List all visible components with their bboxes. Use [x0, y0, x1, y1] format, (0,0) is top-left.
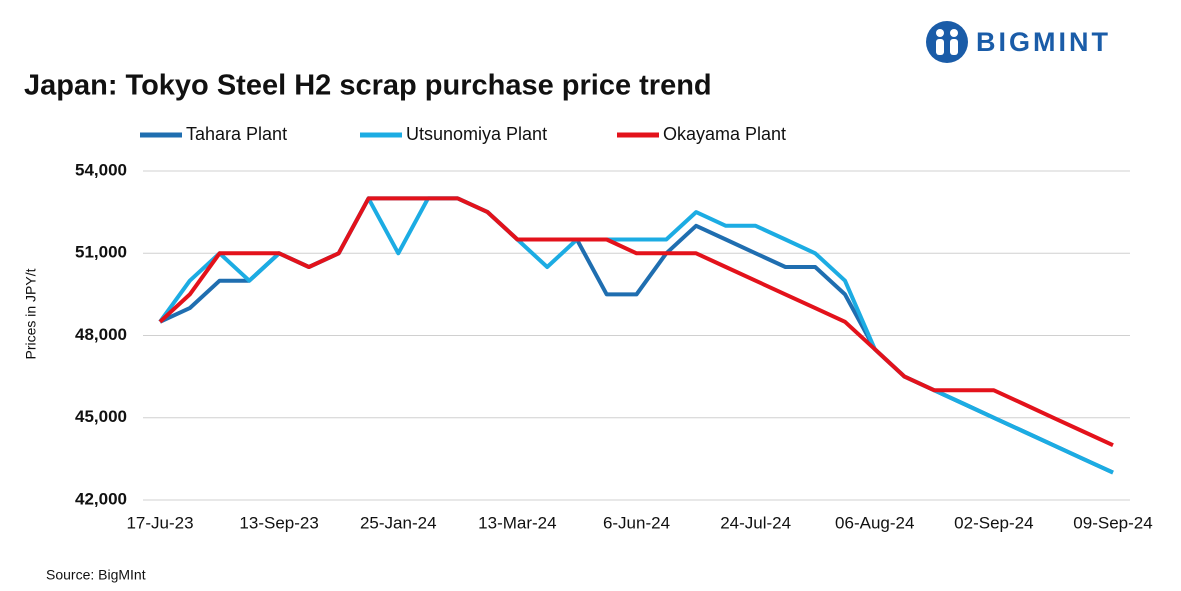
- x-tick-label: 17-Ju-23: [126, 513, 193, 532]
- legend-label: Utsunomiya Plant: [406, 124, 547, 144]
- y-axis-label: Prices in JPY/t: [23, 268, 39, 359]
- y-tick-label: 45,000: [75, 407, 127, 426]
- y-tick-label: 54,000: [75, 160, 127, 179]
- series-line: [158, 196, 1114, 448]
- logo-icon: [926, 21, 968, 63]
- y-tick-label: 42,000: [75, 489, 127, 508]
- x-tick-label: 13-Mar-24: [478, 513, 556, 532]
- x-tick-label: 09-Sep-24: [1073, 513, 1152, 532]
- chart-title: Japan: Tokyo Steel H2 scrap purchase pri…: [24, 70, 712, 102]
- x-tick-label: 24-Jul-24: [720, 513, 791, 532]
- y-tick-label: 51,000: [75, 243, 127, 262]
- x-tick-label: 25-Jan-24: [360, 513, 437, 532]
- y-tick-label: 48,000: [75, 325, 127, 344]
- legend-label: Okayama Plant: [663, 124, 786, 144]
- x-tick-label: 06-Aug-24: [835, 513, 914, 532]
- source: Source: BigMInt: [46, 567, 146, 583]
- x-tick-label: 13-Sep-23: [239, 513, 318, 532]
- x-tick-label: 02-Sep-24: [954, 513, 1033, 532]
- x-tick-label: 6-Jun-24: [603, 513, 670, 532]
- brand: BIGMINT: [976, 27, 1111, 57]
- legend-label: Tahara Plant: [186, 124, 287, 144]
